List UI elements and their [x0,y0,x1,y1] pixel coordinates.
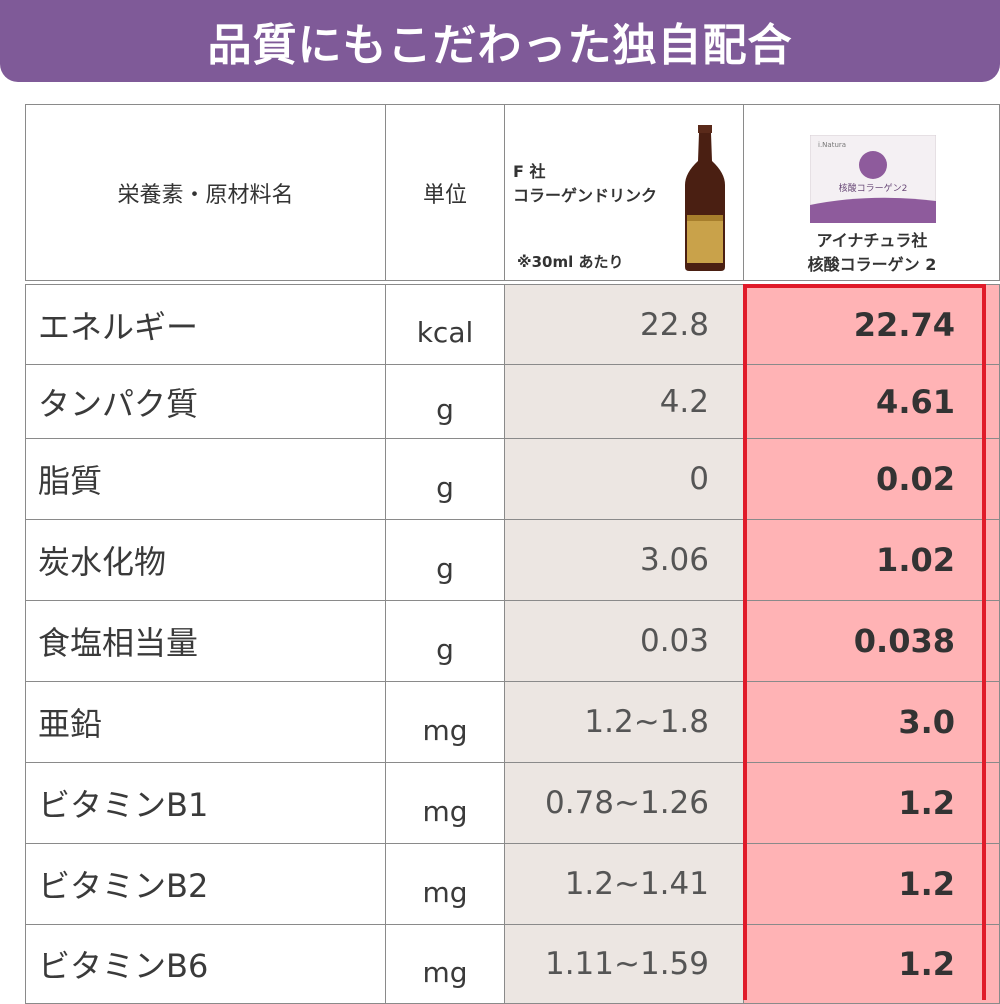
row-ours-value: 3.0 [898,703,955,741]
row-ours-value: 1.2 [898,945,955,983]
row-unit: mg [422,955,468,989]
row-unit: g [436,470,454,504]
row-ours-value-cell: 1.2 [743,843,1000,925]
row-name: 亜鉛 [38,705,103,743]
row-ours-value: 0.02 [876,460,955,498]
row-competitor-value: 3.06 [639,542,709,578]
row-competitor-value: 0 [689,461,709,497]
header-unit-cell: 単位 [385,104,505,281]
row-competitor-value: 4.2 [659,383,709,420]
row-unit: mg [422,875,468,909]
row-competitor-value: 1.2~1.41 [564,866,709,902]
row-unit: mg [422,794,468,828]
row-competitor-value-cell: 1.11~1.59 [504,924,744,1004]
row-competitor-value: 1.2~1.8 [584,704,709,740]
row-unit-cell: mg [385,762,505,844]
row-unit-cell: g [385,438,505,520]
row-name: 脂質 [38,462,103,500]
row-name: 炭水化物 [38,543,167,581]
header-ours-cell: i.Natura 核酸コラーゲン2 アイナチュラ社 核酸コラーゲン 2 [743,104,1000,281]
row-competitor-value: 1.11~1.59 [544,946,709,982]
row-competitor-value: 0.78~1.26 [544,785,709,821]
row-name-cell: ビタミンB2 [25,843,386,925]
row-name-cell: 食塩相当量 [25,600,386,682]
row-name-cell: ビタミンB1 [25,762,386,844]
competitor-bottle-image [685,125,725,271]
row-name-cell: 脂質 [25,438,386,520]
row-ours-value: 4.61 [876,382,955,421]
row-unit-cell: g [385,364,505,439]
row-ours-value-cell: 0.02 [743,438,1000,520]
row-unit-cell: mg [385,843,505,925]
row-unit: g [436,632,454,666]
row-name-cell: ビタミンB6 [25,924,386,1004]
row-name-cell: タンパク質 [25,364,386,439]
row-ours-value: 1.02 [876,541,955,579]
ours-product: 核酸コラーゲン 2 [807,255,937,274]
row-competitor-value-cell: 0.03 [504,600,744,682]
comparison-table: 栄養素・原材料名 単位 F 社 コラーゲンドリンク ※30ml あたり i.Na… [25,104,1000,1004]
row-competitor-value: 0.03 [639,623,709,659]
row-unit-cell: mg [385,924,505,1004]
row-unit-cell: g [385,600,505,682]
row-ours-value: 1.2 [898,784,955,822]
row-competitor-value: 22.8 [639,306,709,343]
row-unit: kcal [416,316,474,349]
row-ours-value-cell: 3.0 [743,681,1000,763]
row-competitor-value-cell: 22.8 [504,284,744,365]
row-name-cell: 亜鉛 [25,681,386,763]
competitor-note: ※30ml あたり [517,253,624,271]
row-competitor-value-cell: 1.2~1.8 [504,681,744,763]
row-unit: g [436,393,454,426]
row-ours-value: 0.038 [853,622,955,660]
header-name-cell: 栄養素・原材料名 [25,104,386,281]
page-title: 品質にもこだわった独自配合 [207,20,793,71]
row-unit-cell: mg [385,681,505,763]
row-unit: mg [422,713,468,747]
row-ours-value-cell: 0.038 [743,600,1000,682]
row-competitor-value-cell: 0 [504,438,744,520]
row-name: 食塩相当量 [38,624,199,662]
row-competitor-value-cell: 4.2 [504,364,744,439]
row-ours-value-cell: 1.02 [743,519,1000,601]
header-unit-label: 単位 [422,182,467,208]
row-ours-value: 22.74 [853,305,955,344]
row-name: タンパク質 [38,384,199,423]
row-unit-cell: kcal [385,284,505,365]
row-name-cell: エネルギー [25,284,386,365]
row-ours-value-cell: 1.2 [743,762,1000,844]
row-unit: g [436,551,454,585]
row-name-cell: 炭水化物 [25,519,386,601]
title-banner: 品質にもこだわった独自配合 [0,0,1000,82]
row-ours-value: 1.2 [898,865,955,903]
row-name: ビタミンB6 [38,947,209,985]
competitor-company: F 社 [513,162,546,181]
svg-text:i.Natura: i.Natura [818,141,846,149]
row-competitor-value-cell: 3.06 [504,519,744,601]
row-unit-cell: g [385,519,505,601]
product-box-image: i.Natura 核酸コラーゲン2 [810,135,936,223]
header-competitor-cell: F 社 コラーゲンドリンク ※30ml あたり [504,104,744,281]
row-name: ビタミンB1 [38,786,209,824]
competitor-product: コラーゲンドリンク [513,186,658,205]
ours-company: アイナチュラ社 [816,231,928,250]
row-ours-value-cell: 4.61 [743,364,1000,439]
row-ours-value-cell: 22.74 [743,284,1000,365]
row-competitor-value-cell: 1.2~1.41 [504,843,744,925]
row-ours-value-cell: 1.2 [743,924,1000,1004]
row-competitor-value-cell: 0.78~1.26 [504,762,744,844]
row-name: ビタミンB2 [38,867,209,905]
header-name-label: 栄養素・原材料名 [117,182,294,208]
row-name: エネルギー [38,307,199,346]
svg-text:核酸コラーゲン2: 核酸コラーゲン2 [839,182,908,194]
